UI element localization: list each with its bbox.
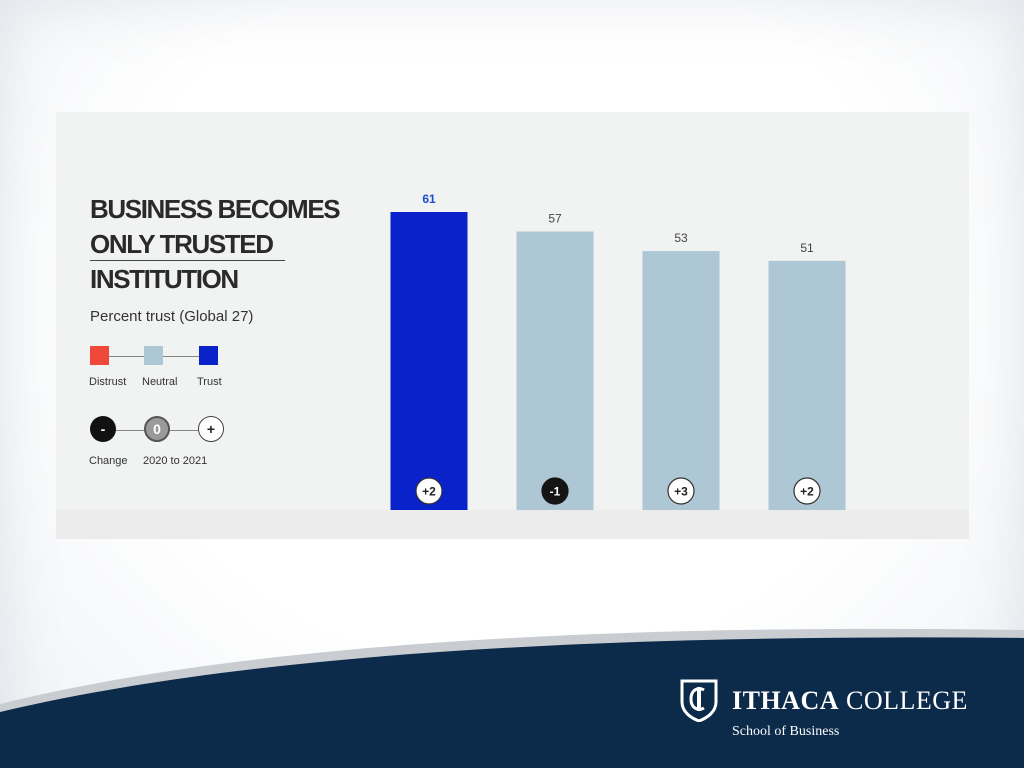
change-badge-label-2: -1 bbox=[550, 485, 561, 499]
legend-label-distrust: Distrust bbox=[89, 376, 127, 388]
change-badge-label-1: +2 bbox=[422, 485, 436, 499]
footer-band bbox=[0, 628, 1024, 768]
chart-baseline-strip bbox=[56, 510, 969, 539]
change-badge-label-4: +2 bbox=[800, 485, 814, 499]
logo-wordmark: ITHACA COLLEGE bbox=[732, 686, 968, 716]
bar-value-label-3: 53 bbox=[674, 231, 688, 245]
chart-title-line-2: ONLY TRUSTED bbox=[90, 229, 274, 259]
chart-title: BUSINESS BECOMES ONLY TRUSTED INSTITUTIO… bbox=[90, 192, 370, 297]
logo-name-bold: ITHACA bbox=[732, 686, 840, 715]
bar-chart: 61 +2 57 -1 53 +3 51 +2 bbox=[390, 192, 846, 510]
change-badge-label-3: +3 bbox=[674, 485, 688, 499]
chart-title-line-3: INSTITUTION bbox=[90, 264, 239, 294]
change-legend-negative: - bbox=[90, 416, 116, 442]
bar-value-label-4: 51 bbox=[800, 241, 814, 255]
bar-1 bbox=[390, 212, 468, 510]
change-badge-4 bbox=[793, 477, 821, 505]
chart-subtitle: Percent trust (Global 27) bbox=[90, 308, 254, 325]
legend-label-neutral: Neutral bbox=[142, 376, 178, 388]
legend-label-trust: Trust bbox=[197, 376, 222, 388]
legend-swatch-trust bbox=[199, 346, 218, 365]
change-badge-2 bbox=[541, 477, 569, 505]
chart-title-line-1: BUSINESS BECOMES bbox=[90, 194, 341, 224]
change-badge-3 bbox=[667, 477, 695, 505]
bar-value-label-1: 61 bbox=[422, 192, 436, 206]
change-legend-positive: + bbox=[198, 416, 224, 442]
change-badge-1 bbox=[415, 477, 443, 505]
bar-2 bbox=[516, 231, 594, 510]
bar-value-label-2: 57 bbox=[548, 212, 562, 226]
logo-name-light: COLLEGE bbox=[846, 686, 968, 715]
trust-scale-legend bbox=[90, 346, 250, 368]
change-period-label: 2020 to 2021 bbox=[143, 455, 208, 467]
title-underline bbox=[90, 260, 285, 261]
ithaca-shield-icon bbox=[680, 679, 718, 722]
footer-band-navy bbox=[0, 637, 1024, 768]
ithaca-college-logo: ITHACA COLLEGE School of Business bbox=[678, 678, 998, 744]
bar-3 bbox=[642, 251, 720, 510]
legend-swatch-distrust bbox=[90, 346, 109, 365]
bar-4 bbox=[768, 260, 846, 510]
chart-panel: BUSINESS BECOMES ONLY TRUSTED INSTITUTIO… bbox=[56, 112, 969, 539]
change-legend-zero: 0 bbox=[144, 416, 170, 442]
logo-subtitle: School of Business bbox=[732, 724, 840, 739]
legend-swatch-neutral bbox=[144, 346, 163, 365]
change-legend: - 0 + bbox=[90, 416, 250, 446]
change-label: Change bbox=[89, 455, 128, 467]
